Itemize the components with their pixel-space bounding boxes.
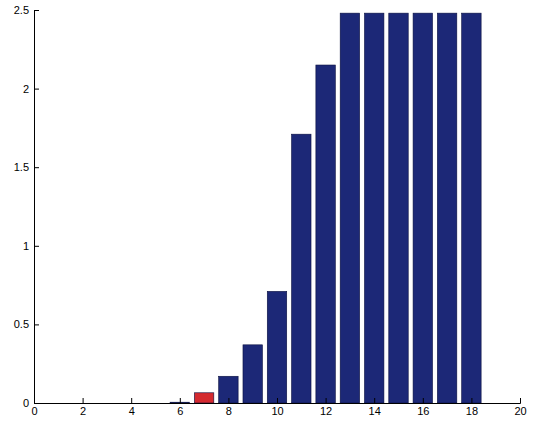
tick: 20: [514, 398, 526, 417]
tick: 4: [129, 398, 135, 417]
tick-label: 0: [31, 405, 37, 417]
tick-label: 6: [177, 405, 183, 417]
bar: [292, 134, 311, 403]
tick-mark: [228, 398, 229, 403]
y-axis: 0 0.5 1 1.5 2 2.5: [14, 4, 39, 409]
tick-label: 0: [23, 397, 29, 409]
tick-mark: [34, 167, 39, 168]
tick-mark: [34, 89, 39, 90]
bars: [170, 13, 481, 403]
tick-label: 8: [226, 405, 232, 417]
tick-mark: [277, 398, 278, 403]
tick: 2.5: [14, 4, 39, 16]
tick-label: 12: [320, 405, 332, 417]
tick-label: 2.5: [14, 4, 29, 16]
tick: 1: [23, 240, 39, 252]
tick-mark: [180, 398, 181, 403]
tick-mark: [374, 398, 375, 403]
tick: 0: [23, 397, 39, 409]
bar: [437, 13, 456, 403]
bar: [97, 403, 116, 404]
tick-mark: [34, 246, 39, 247]
tick: 16: [417, 398, 429, 417]
tick-label: 1.5: [14, 161, 29, 173]
tick-mark: [83, 398, 84, 403]
tick: 8: [226, 398, 232, 417]
tick-label: 14: [369, 405, 381, 417]
tick: 0.5: [14, 318, 39, 330]
bar: [146, 403, 165, 404]
bar: [413, 13, 432, 403]
tick: 14: [369, 398, 381, 417]
tick-mark: [34, 324, 39, 325]
tick-mark: [520, 398, 521, 403]
tick-label: 4: [129, 405, 135, 417]
tick-mark: [326, 398, 327, 403]
plot: 0 2 4 6 8 10 12 14 16 18 20 0 0.5 1 1.5 2 2.5: [14, 4, 527, 417]
tick-mark: [131, 398, 132, 403]
bar: [194, 393, 213, 403]
bar: [267, 291, 286, 403]
tick-label: 2: [80, 405, 86, 417]
tick: 6: [177, 398, 183, 417]
tick-label: 18: [466, 405, 478, 417]
tick-mark: [471, 398, 472, 403]
tick-mark: [34, 10, 39, 11]
tick: 2: [23, 83, 39, 95]
tick-mark: [423, 398, 424, 403]
tick-label: 10: [271, 405, 283, 417]
tick-label: 16: [417, 405, 429, 417]
tick: 1.5: [14, 161, 39, 173]
tick-label: 20: [514, 405, 526, 417]
bar: [364, 13, 383, 403]
bar: [49, 403, 68, 404]
axis-line: [35, 11, 40, 404]
bar: [219, 376, 238, 403]
tick: 18: [466, 398, 478, 417]
tick-label: 2: [23, 83, 29, 95]
tick: 12: [320, 398, 332, 417]
x-axis: 0 2 4 6 8 10 12 14 16 18 20: [31, 398, 526, 417]
axis-line: [35, 398, 521, 404]
tick-label: 0.5: [14, 318, 29, 330]
bar: [243, 345, 262, 403]
tick-label: 1: [23, 240, 29, 252]
tick: 2: [80, 398, 86, 417]
tick-mark: [34, 403, 39, 404]
bar: [389, 13, 408, 403]
bar: [316, 65, 335, 403]
tick: 10: [271, 398, 283, 417]
bar: [462, 13, 481, 403]
bar: [340, 13, 359, 403]
